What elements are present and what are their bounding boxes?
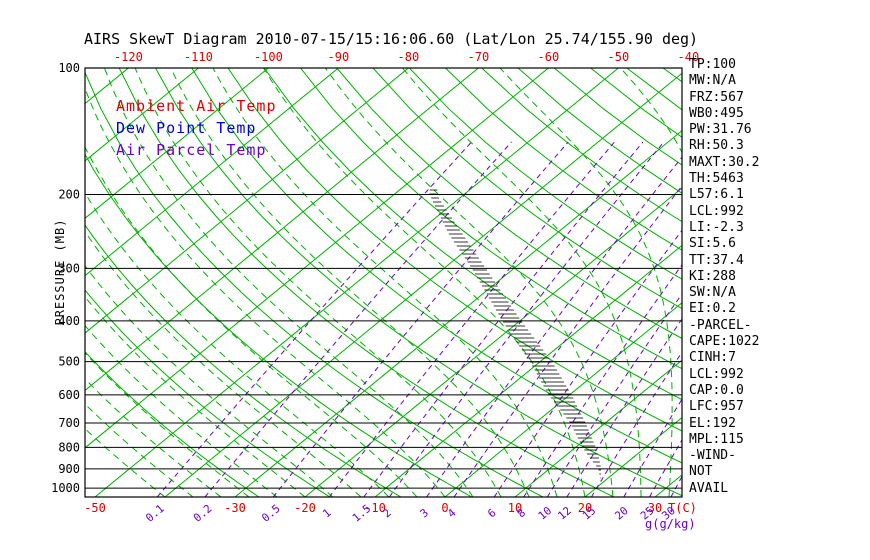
stat-line: -PARCEL- [689,317,752,333]
pressure-tick-label: 900 [58,462,80,476]
stat-line: -WIND- [689,448,736,464]
pressure-tick-label: 700 [58,416,80,430]
stat-line: NOT [689,464,713,480]
temp-axis-unit-label: T(C) [668,501,697,515]
pressure-tick-label: 600 [58,388,80,402]
stat-line: SI:5.6 [689,236,736,252]
mixing-ratio-tick-label: 0.1 [143,502,167,525]
mixing-ratio-tick-label: 12 [555,504,574,522]
stat-line: LCL:992 [689,366,744,382]
legend-item-dew-point-temp: Dew Point Temp [116,119,257,137]
legend-item-ambient-air-temp: Ambient Air Temp [116,97,277,115]
mixing-ratio-tick-label: 0.2 [191,502,215,525]
stat-line: RH:50.3 [689,138,744,154]
top-temp-tick-label: -80 [398,50,420,64]
top-temp-tick-label: -100 [254,50,283,64]
top-temp-tick-label: -50 [608,50,630,64]
axis-labels: -120 -110 -100 -90 -80 -70 -60 -50 -40-50 -30 -20-… [51,50,699,531]
bottom-temp-tick-label: -10 [364,501,386,515]
pressure-tick-label: 300 [58,261,80,275]
top-temp-tick-label: -60 [538,50,560,64]
mixing-ratio-tick-label: 1 [320,506,333,520]
mixing-ratio-tick-label: 10 [536,504,555,522]
chart-title: AIRS SkewT Diagram 2010-07-15/15:16:06.6… [84,30,699,48]
pressure-tick-label: 500 [58,355,80,369]
mixing-ratio-tick-label: 2 [380,506,393,520]
mixing-ratio-tick-label: 8 [515,506,528,520]
pressure-tick-label: 400 [58,314,80,328]
bottom-temp-tick-label: 30 [648,501,662,515]
top-temp-tick-label: -110 [184,50,213,64]
mixing-ratio-tick-label: 0.5 [259,502,283,525]
stat-line: CINH:7 [689,350,736,366]
cape-hatch-area [429,188,602,480]
legend-item-air-parcel-temp: Air Parcel Temp [116,141,267,159]
stat-line: LCL:992 [689,203,744,219]
legend: Ambient Air Temp Dew Point Temp Air Parcel… [116,95,277,161]
stats-panel: TP:100 MW:N/A FRZ:567 WB0:495 PW:31.76 RH:50.… [689,57,759,497]
mixing-ratio-unit-label: g(g/kg) [645,517,696,531]
top-temp-tick-label: -70 [468,50,490,64]
stat-line: CAP:0.0 [689,382,744,398]
bottom-temp-tick-label: 0 [441,501,448,515]
pressure-tick-label: 200 [58,187,80,201]
background-grid [85,68,682,497]
pressure-tick-label: 800 [58,440,80,454]
top-temp-tick-label: -40 [678,50,700,64]
stat-line: PW:31.76 [689,122,752,138]
stat-line: AVAIL [689,480,729,496]
bottom-temp-tick-label: -30 [224,501,246,515]
plot-border [84,67,683,498]
pressure-tick-label: 100 [58,61,80,75]
stat-line: L57:6.1 [689,187,744,203]
bottom-temp-tick-label: 20 [578,501,592,515]
pressure-tick-label: 1000 [51,481,80,495]
mixing-ratio-tick-label: 20 [612,504,631,522]
stat-line: FRZ:567 [689,89,744,105]
top-temp-tick-label: -120 [114,50,143,64]
stat-line: LFC:957 [689,399,744,415]
mixing-ratio-tick-label: 3 [418,506,431,520]
stat-line: EI:0.2 [689,301,736,317]
mixing-ratio-tick-label: 4 [445,506,459,520]
stat-line: MPL:115 [689,431,744,447]
bottom-temp-tick-label: -50 [84,501,106,515]
stat-line: MW:N/A [689,73,736,89]
stat-line: WB0:495 [689,105,744,121]
stat-line: LI:-2.3 [689,219,744,235]
bottom-temp-tick-label: 10 [508,501,522,515]
isotherm-lines [85,68,682,497]
stat-line: MAXT:30.2 [689,154,760,170]
stat-line: KI:288 [689,268,736,284]
top-temp-tick-label: -90 [328,50,350,64]
stat-line: TT:37.4 [689,252,744,268]
stat-line: EL:192 [689,415,736,431]
mixing-ratio-tick-label: 6 [485,506,498,520]
stat-line: SW:N/A [689,285,736,301]
stat-line: CAPE:1022 [689,334,760,350]
stat-line: TH:5463 [689,171,744,187]
bottom-temp-tick-label: -20 [294,501,316,515]
stat-line: TP:100 [689,57,736,72]
